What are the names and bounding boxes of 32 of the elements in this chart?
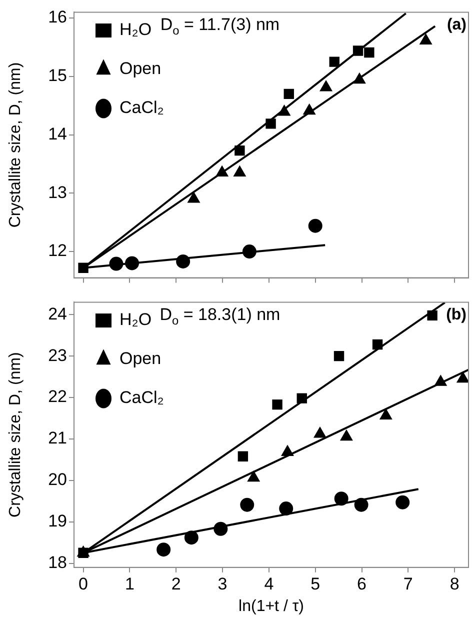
y-tick-label: 16 xyxy=(48,8,67,27)
annotation: (a) xyxy=(446,16,467,34)
y-tick-label: 19 xyxy=(48,512,67,531)
y-tick-label: 12 xyxy=(48,241,67,260)
y-tick-label: 24 xyxy=(48,304,67,324)
legend-label: CaCl₂ xyxy=(120,98,164,118)
x-tick-label: 4 xyxy=(264,574,274,594)
x-tick-label: 8 xyxy=(450,574,460,594)
legend-label: Open xyxy=(120,59,162,78)
y-tick-label: 20 xyxy=(48,470,67,490)
x-axis-title: ln(1+t / τ) xyxy=(238,598,304,615)
x-tick-label: 3 xyxy=(218,574,228,594)
legend-label: H₂O xyxy=(120,310,152,330)
y-tick-label: 13 xyxy=(48,182,67,202)
x-tick-label: 6 xyxy=(357,574,366,594)
legend-label: CaCl₂ xyxy=(120,388,164,408)
x-tick-label: 2 xyxy=(171,574,181,594)
y-tick-label: 18 xyxy=(48,552,67,572)
x-tick-label: 0 xyxy=(78,574,88,594)
x-tick-label: 7 xyxy=(403,574,413,594)
x-tick-label: 5 xyxy=(310,574,320,594)
annotation: (b) xyxy=(446,306,467,324)
legend-label: Open xyxy=(120,349,162,368)
y-axis-title: Crystallite size, D, (nm) xyxy=(7,62,24,228)
y-tick-label: 15 xyxy=(48,66,67,86)
y-tick-label: 21 xyxy=(48,428,67,448)
y-axis-title: Crystallite size, D, (nm) xyxy=(7,352,24,518)
legend-label: H₂O xyxy=(120,20,152,40)
y-tick-label: 23 xyxy=(48,346,67,365)
y-tick-label: 22 xyxy=(48,387,67,406)
x-tick-label: 1 xyxy=(124,574,134,594)
y-tick-label: 14 xyxy=(48,124,67,144)
